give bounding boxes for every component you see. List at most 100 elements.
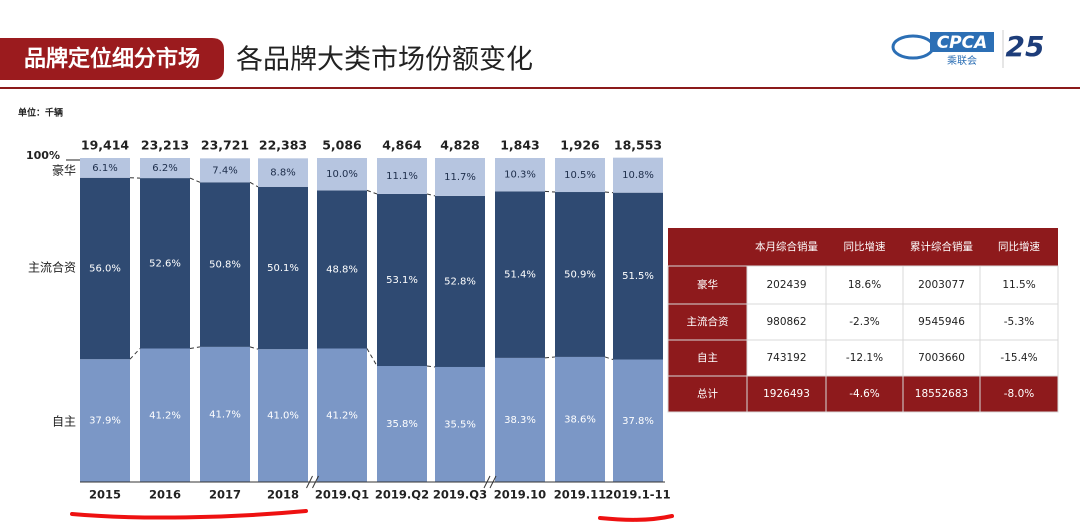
bar-segment <box>258 349 308 482</box>
value-label: 53.1% <box>386 275 418 286</box>
total-label: 4,864 <box>382 138 422 153</box>
bar-segment <box>258 186 308 350</box>
total-label: 18,553 <box>614 138 662 153</box>
bar-segment <box>258 158 308 187</box>
series-label: 豪华 <box>52 163 76 178</box>
bar-segment <box>377 366 427 482</box>
value-label: 52.6% <box>149 258 181 269</box>
highlight-stroke <box>598 514 674 522</box>
x-tick-label: 2019.1-11 <box>605 488 670 502</box>
total-label: 1,843 <box>500 138 540 153</box>
x-tick-label: 2017 <box>209 488 241 502</box>
value-label: 56.0% <box>89 263 121 274</box>
bar-segment <box>200 158 250 183</box>
axis-break <box>306 475 313 489</box>
connector <box>426 193 436 197</box>
table-text: 11.5% <box>1002 279 1035 291</box>
bar-segment <box>613 157 663 193</box>
bar-segment <box>495 357 545 482</box>
bar-segment <box>435 366 485 482</box>
connector <box>129 348 141 360</box>
connector <box>366 348 378 367</box>
x-tick-label: 2016 <box>149 488 181 502</box>
bar-segment <box>613 359 663 482</box>
bar-segment <box>317 348 367 482</box>
x-tick-label: 2015 <box>89 488 121 502</box>
unit-label: 单位：千辆 <box>18 107 63 119</box>
table-header-row <box>668 228 1058 266</box>
connector <box>544 356 556 359</box>
table-cell <box>746 375 827 413</box>
anniversary: 25 <box>1006 30 1045 63</box>
value-label: 10.5% <box>564 170 596 181</box>
table-text: 自主 <box>697 351 718 364</box>
total-label: 19,414 <box>81 138 130 153</box>
table-cell <box>667 303 748 341</box>
table-text: 743192 <box>766 352 806 364</box>
bar-segment <box>555 158 605 193</box>
header-tag: 品牌定位细分市场 <box>24 46 200 72</box>
value-label: 41.0% <box>267 411 299 422</box>
table-header: 同比增速 <box>844 240 886 253</box>
value-label: 7.4% <box>212 165 237 176</box>
axis-break <box>489 475 497 489</box>
value-label: 51.5% <box>622 271 654 282</box>
bar-segment <box>317 190 367 349</box>
value-label: 38.6% <box>564 414 596 425</box>
value-label: 10.8% <box>622 170 654 181</box>
y-tick-label: 100% <box>26 149 60 162</box>
total-label: 5,086 <box>322 138 362 153</box>
total-label: 1,926 <box>560 138 600 153</box>
logo-box <box>930 32 994 52</box>
connector <box>604 356 614 361</box>
table-cell <box>979 265 1059 305</box>
axis-break <box>483 475 491 489</box>
bar-segment <box>140 348 190 482</box>
table-cell <box>979 375 1059 413</box>
table-text: -15.4% <box>1000 352 1037 364</box>
table-cell <box>667 375 748 413</box>
connector <box>544 190 556 193</box>
value-label: 38.3% <box>504 415 536 426</box>
logo-sub: 乘联会 <box>947 54 977 67</box>
bar-segment <box>377 193 427 367</box>
value-label: 37.9% <box>89 416 121 427</box>
table-text: -2.3% <box>849 316 879 328</box>
bar-segment <box>140 158 190 179</box>
value-label: 52.8% <box>444 276 476 287</box>
connector <box>604 191 614 194</box>
x-tick-label: 2019.Q2 <box>375 488 429 502</box>
bar-segment <box>435 195 485 367</box>
value-label: 41.2% <box>149 410 181 421</box>
table-cell <box>746 339 827 377</box>
total-label: 22,383 <box>259 138 307 153</box>
value-label: 6.2% <box>152 163 177 174</box>
total-label: 23,721 <box>201 138 249 153</box>
bar-segment <box>377 158 427 194</box>
table-cell <box>902 375 981 413</box>
bar-segment <box>80 158 130 178</box>
value-label: 6.1% <box>92 163 117 174</box>
table-text: 18552683 <box>915 388 968 400</box>
value-label: 10.3% <box>504 170 536 181</box>
value-label: 50.9% <box>564 269 596 280</box>
connector <box>189 177 201 183</box>
table-cell <box>825 303 904 341</box>
bar-segment <box>495 158 545 192</box>
table-text: -12.1% <box>846 352 883 364</box>
connector <box>366 189 378 195</box>
table-text: 总计 <box>697 387 718 400</box>
table-text: 980862 <box>766 316 806 328</box>
table-text: 豪华 <box>697 278 718 291</box>
total-label: 23,213 <box>141 138 189 153</box>
bar-segment <box>555 192 605 357</box>
bar-segment <box>80 359 130 482</box>
series-label: 自主 <box>52 415 76 429</box>
table-header: 同比增速 <box>998 240 1040 253</box>
bar-segment <box>200 182 250 347</box>
x-tick-label: 2019.11 <box>554 488 606 502</box>
bar-segment <box>200 346 250 482</box>
highlight-stroke <box>70 509 308 520</box>
table-header: 本月综合销量 <box>755 240 818 253</box>
